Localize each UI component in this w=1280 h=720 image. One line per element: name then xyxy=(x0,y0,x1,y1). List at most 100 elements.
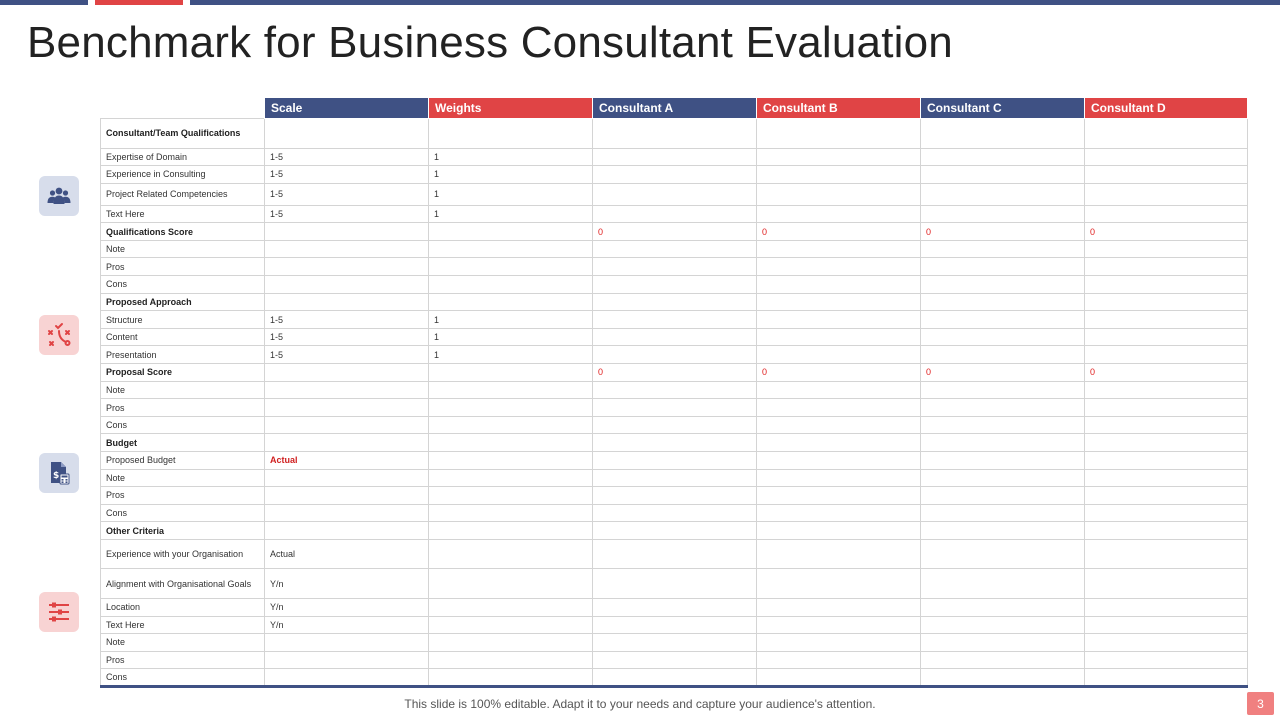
consultant-d-cell xyxy=(1084,165,1248,184)
scale-cell: 1-5 xyxy=(264,310,429,329)
consultant-b-cell xyxy=(756,521,921,540)
consultant-d-cell xyxy=(1084,310,1248,329)
footer-note: This slide is 100% editable. Adapt it to… xyxy=(404,697,876,711)
scale-cell: Actual xyxy=(264,538,429,570)
scale-cell xyxy=(264,668,429,688)
consultant-b-cell xyxy=(756,275,921,294)
consultant-a-cell xyxy=(592,398,757,417)
consultant-c-cell xyxy=(920,468,1085,488)
table-row: Alignment with Organisational Goals Y/n xyxy=(100,568,1248,599)
scale-cell xyxy=(264,398,429,417)
weight-cell xyxy=(428,615,593,635)
consultant-d-cell xyxy=(1084,538,1248,570)
consultant-c-cell xyxy=(920,275,1085,294)
consultant-b-cell xyxy=(756,345,921,365)
row-label: Expertise of Domain xyxy=(100,147,265,167)
consultant-a-cell xyxy=(592,275,757,294)
weight-cell xyxy=(428,292,593,312)
consultant-d-cell xyxy=(1084,398,1248,417)
scale-cell: Y/n xyxy=(264,597,429,617)
header-weights: Weights xyxy=(428,97,593,119)
row-label: Project Related Competencies xyxy=(100,182,265,206)
team-icon xyxy=(39,176,79,216)
row-label: Other Criteria xyxy=(100,521,265,540)
consultant-a-cell xyxy=(592,486,757,505)
weight-cell xyxy=(428,597,593,617)
header-consultant-b: Consultant B xyxy=(756,97,921,119)
consultant-b-cell xyxy=(756,650,921,670)
row-label: Experience with your Organisation xyxy=(100,538,265,570)
consultant-c-cell xyxy=(920,615,1085,635)
weight-cell xyxy=(428,486,593,505)
weight-cell: 1 xyxy=(428,147,593,167)
consultant-b-cell xyxy=(756,568,921,599)
consultant-a-cell xyxy=(592,380,757,400)
scale-cell xyxy=(264,650,429,670)
consultant-b-cell xyxy=(756,597,921,617)
evaluation-table: Scale Weights Consultant A Consultant B … xyxy=(100,97,1248,688)
scale-cell xyxy=(264,380,429,400)
header-consultant-c: Consultant C xyxy=(920,97,1085,119)
consultant-a-cell xyxy=(592,182,757,206)
consultant-c-cell xyxy=(920,118,1085,149)
weight-cell: 1 xyxy=(428,204,593,224)
weight-cell xyxy=(428,257,593,277)
budget-document-icon: $ xyxy=(39,453,79,493)
weight-cell xyxy=(428,380,593,400)
row-label: Presentation xyxy=(100,345,265,365)
consultant-c-cell xyxy=(920,433,1085,452)
consultant-c-cell xyxy=(920,451,1085,470)
row-label: Note xyxy=(100,633,265,652)
consultant-c-cell xyxy=(920,597,1085,617)
consultant-c-cell xyxy=(920,182,1085,206)
row-label: Alignment with Organisational Goals xyxy=(100,568,265,599)
consultant-b-cell xyxy=(756,415,921,435)
consultant-d-cell xyxy=(1084,380,1248,400)
consultant-a-cell xyxy=(592,147,757,167)
row-label: Note xyxy=(100,468,265,488)
consultant-b-cell xyxy=(756,398,921,417)
table-row: Content 1-5 1 xyxy=(100,327,1248,347)
consultant-a-cell xyxy=(592,292,757,312)
consultant-a-cell xyxy=(592,239,757,259)
table-row: Note xyxy=(100,380,1248,400)
scale-cell: 1-5 xyxy=(264,182,429,206)
row-label: Proposed Budget xyxy=(100,451,265,470)
weight-cell xyxy=(428,668,593,688)
header-consultant-d: Consultant D xyxy=(1084,97,1248,119)
scale-cell xyxy=(264,503,429,523)
scale-cell: 1-5 xyxy=(264,204,429,224)
consultant-b-cell xyxy=(756,486,921,505)
table-row: Structure 1-5 1 xyxy=(100,310,1248,329)
strategy-icon xyxy=(39,315,79,355)
table-row: Cons xyxy=(100,668,1248,688)
table-row: Text Here 1-5 1 xyxy=(100,204,1248,224)
weight-cell: 1 xyxy=(428,182,593,206)
consultant-d-cell xyxy=(1084,468,1248,488)
consultant-b-cell xyxy=(756,292,921,312)
scale-cell: Y/n xyxy=(264,568,429,599)
scale-cell xyxy=(264,633,429,652)
scale-cell: 1-5 xyxy=(264,345,429,365)
scale-cell: 1-5 xyxy=(264,165,429,184)
table-row: Note xyxy=(100,468,1248,488)
consultant-b-cell xyxy=(756,327,921,347)
consultant-d-cell xyxy=(1084,275,1248,294)
row-label: Text Here xyxy=(100,615,265,635)
consultant-a-cell: 0 xyxy=(592,222,757,241)
header-scale: Scale xyxy=(264,97,429,119)
weight-cell xyxy=(428,222,593,241)
table-row: Project Related Competencies 1-5 1 xyxy=(100,182,1248,206)
row-label: Cons xyxy=(100,275,265,294)
consultant-c-cell xyxy=(920,521,1085,540)
scale-cell xyxy=(264,521,429,540)
consultant-c-cell: 0 xyxy=(920,363,1085,382)
scale-cell xyxy=(264,468,429,488)
weight-cell xyxy=(428,433,593,452)
table-row: Note xyxy=(100,633,1248,652)
consultant-b-cell xyxy=(756,182,921,206)
consultant-b-cell xyxy=(756,633,921,652)
consultant-b-cell xyxy=(756,239,921,259)
scale-cell xyxy=(264,486,429,505)
consultant-c-cell xyxy=(920,239,1085,259)
